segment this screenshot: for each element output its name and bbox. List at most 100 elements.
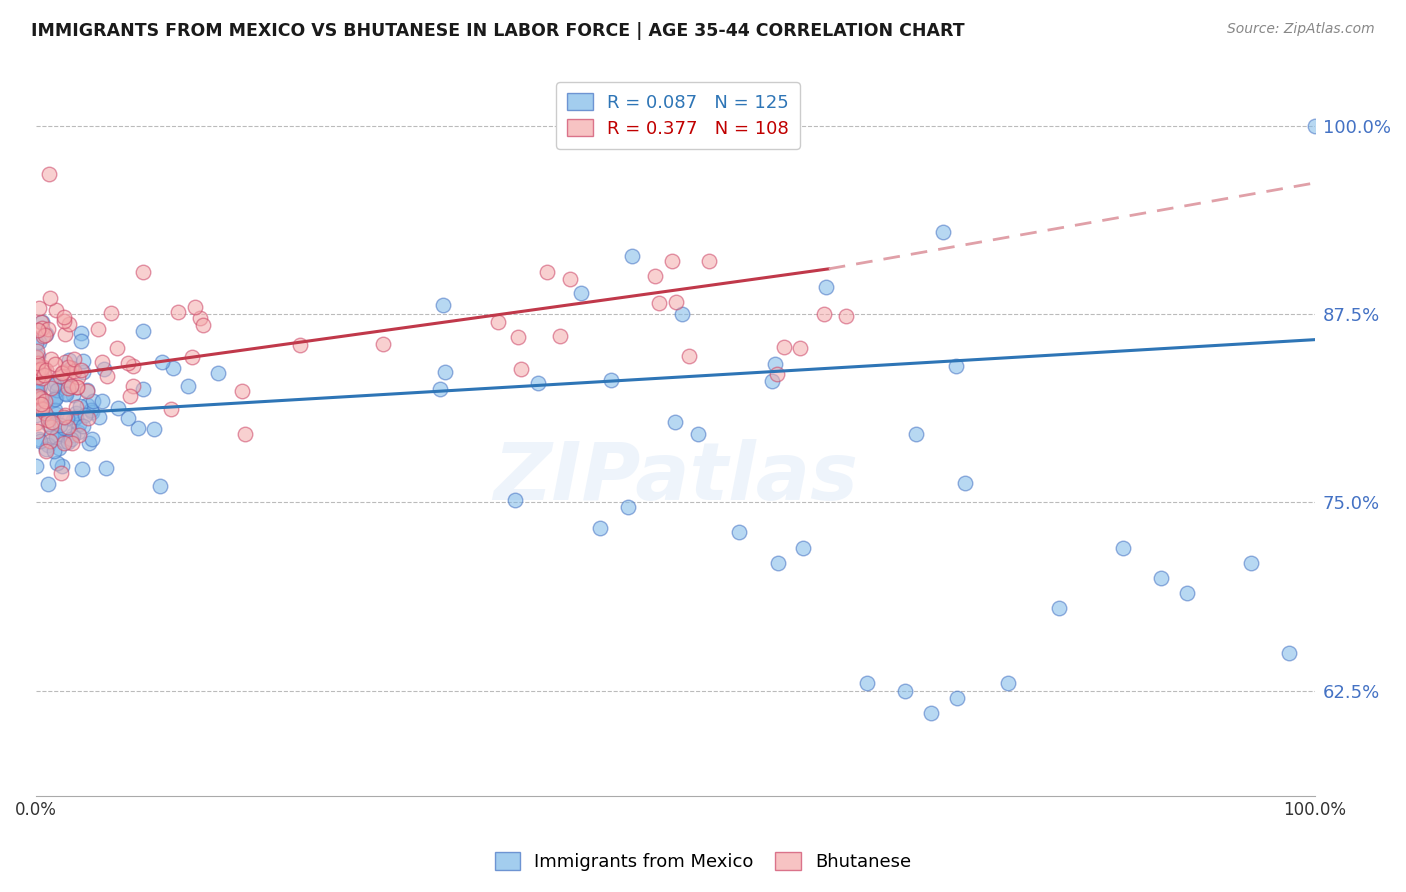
Point [117,356,139,370]
Point [122,378,145,392]
Point [66,379,89,393]
Point [39,352,62,367]
Point [1112,541,1135,555]
Point [58,317,80,331]
Point [41,381,63,395]
Point [536,264,558,278]
Point [25,335,48,350]
Point [37,417,59,432]
Point [76,383,98,397]
Text: Source: ZipAtlas.com: Source: ZipAtlas.com [1227,22,1375,37]
Point [503,492,526,507]
Point [27,389,49,403]
Point [1047,600,1070,615]
Point [569,286,592,301]
Point [31,315,53,329]
Legend: Immigrants from Mexico, Bhutanese: Immigrants from Mexico, Bhutanese [488,846,918,879]
Point [920,706,942,721]
Point [31,371,53,385]
Point [59,379,82,393]
Point [27,356,49,370]
Point [45,430,67,444]
Point [35,363,58,377]
Point [46,428,69,442]
Point [371,337,394,351]
Point [763,357,786,371]
Point [28,334,51,349]
Point [38,167,60,181]
Point [1278,646,1301,660]
Point [31,328,53,343]
Point [233,427,256,442]
Point [25,351,48,365]
Point [45,376,67,391]
Text: IMMIGRANTS FROM MEXICO VS BHUTANESE IN LABOR FORCE | AGE 35-44 CORRELATION CHART: IMMIGRANTS FROM MEXICO VS BHUTANESE IN L… [31,22,965,40]
Point [37,410,59,425]
Point [30,362,52,376]
Point [66,380,89,394]
Point [905,426,928,441]
Point [59,432,82,446]
Point [72,365,94,379]
Point [207,366,229,380]
Point [77,410,100,425]
Point [132,265,155,279]
Point [25,359,48,374]
Point [60,361,83,376]
Point [34,327,56,342]
Point [506,330,529,344]
Point [53,355,76,369]
Point [55,387,77,401]
Point [60,436,83,450]
Point [131,382,153,396]
Point [45,383,67,397]
Point [142,422,165,436]
Point [671,307,693,321]
Point [53,420,76,434]
Point [62,388,84,402]
Point [150,355,173,369]
Point [34,442,56,456]
Point [60,379,83,393]
Point [27,363,49,377]
Point [132,324,155,338]
Point [28,389,51,403]
Point [678,349,700,363]
Point [27,401,49,415]
Point [55,411,77,425]
Point [766,556,789,570]
Point [945,359,967,373]
Point [792,541,814,555]
Point [49,368,72,383]
Point [34,326,56,341]
Point [486,315,509,329]
Point [167,304,190,318]
Point [28,432,51,446]
Point [28,434,51,448]
Point [149,479,172,493]
Point [66,369,89,384]
Point [37,438,59,452]
Point [789,341,811,355]
Point [31,360,53,375]
Point [644,268,666,283]
Point [30,399,52,413]
Point [589,521,612,535]
Point [87,321,110,335]
Point [25,458,48,473]
Point [63,364,86,378]
Point [32,363,55,377]
Point [45,303,67,318]
Point [550,329,572,343]
Point [620,249,643,263]
Point [52,409,75,424]
Point [52,314,75,328]
Point [45,390,67,404]
Point [35,443,58,458]
Point [39,434,62,448]
Point [51,458,73,473]
Point [55,408,77,422]
Point [80,433,103,447]
Point [44,444,66,458]
Point [52,310,75,325]
